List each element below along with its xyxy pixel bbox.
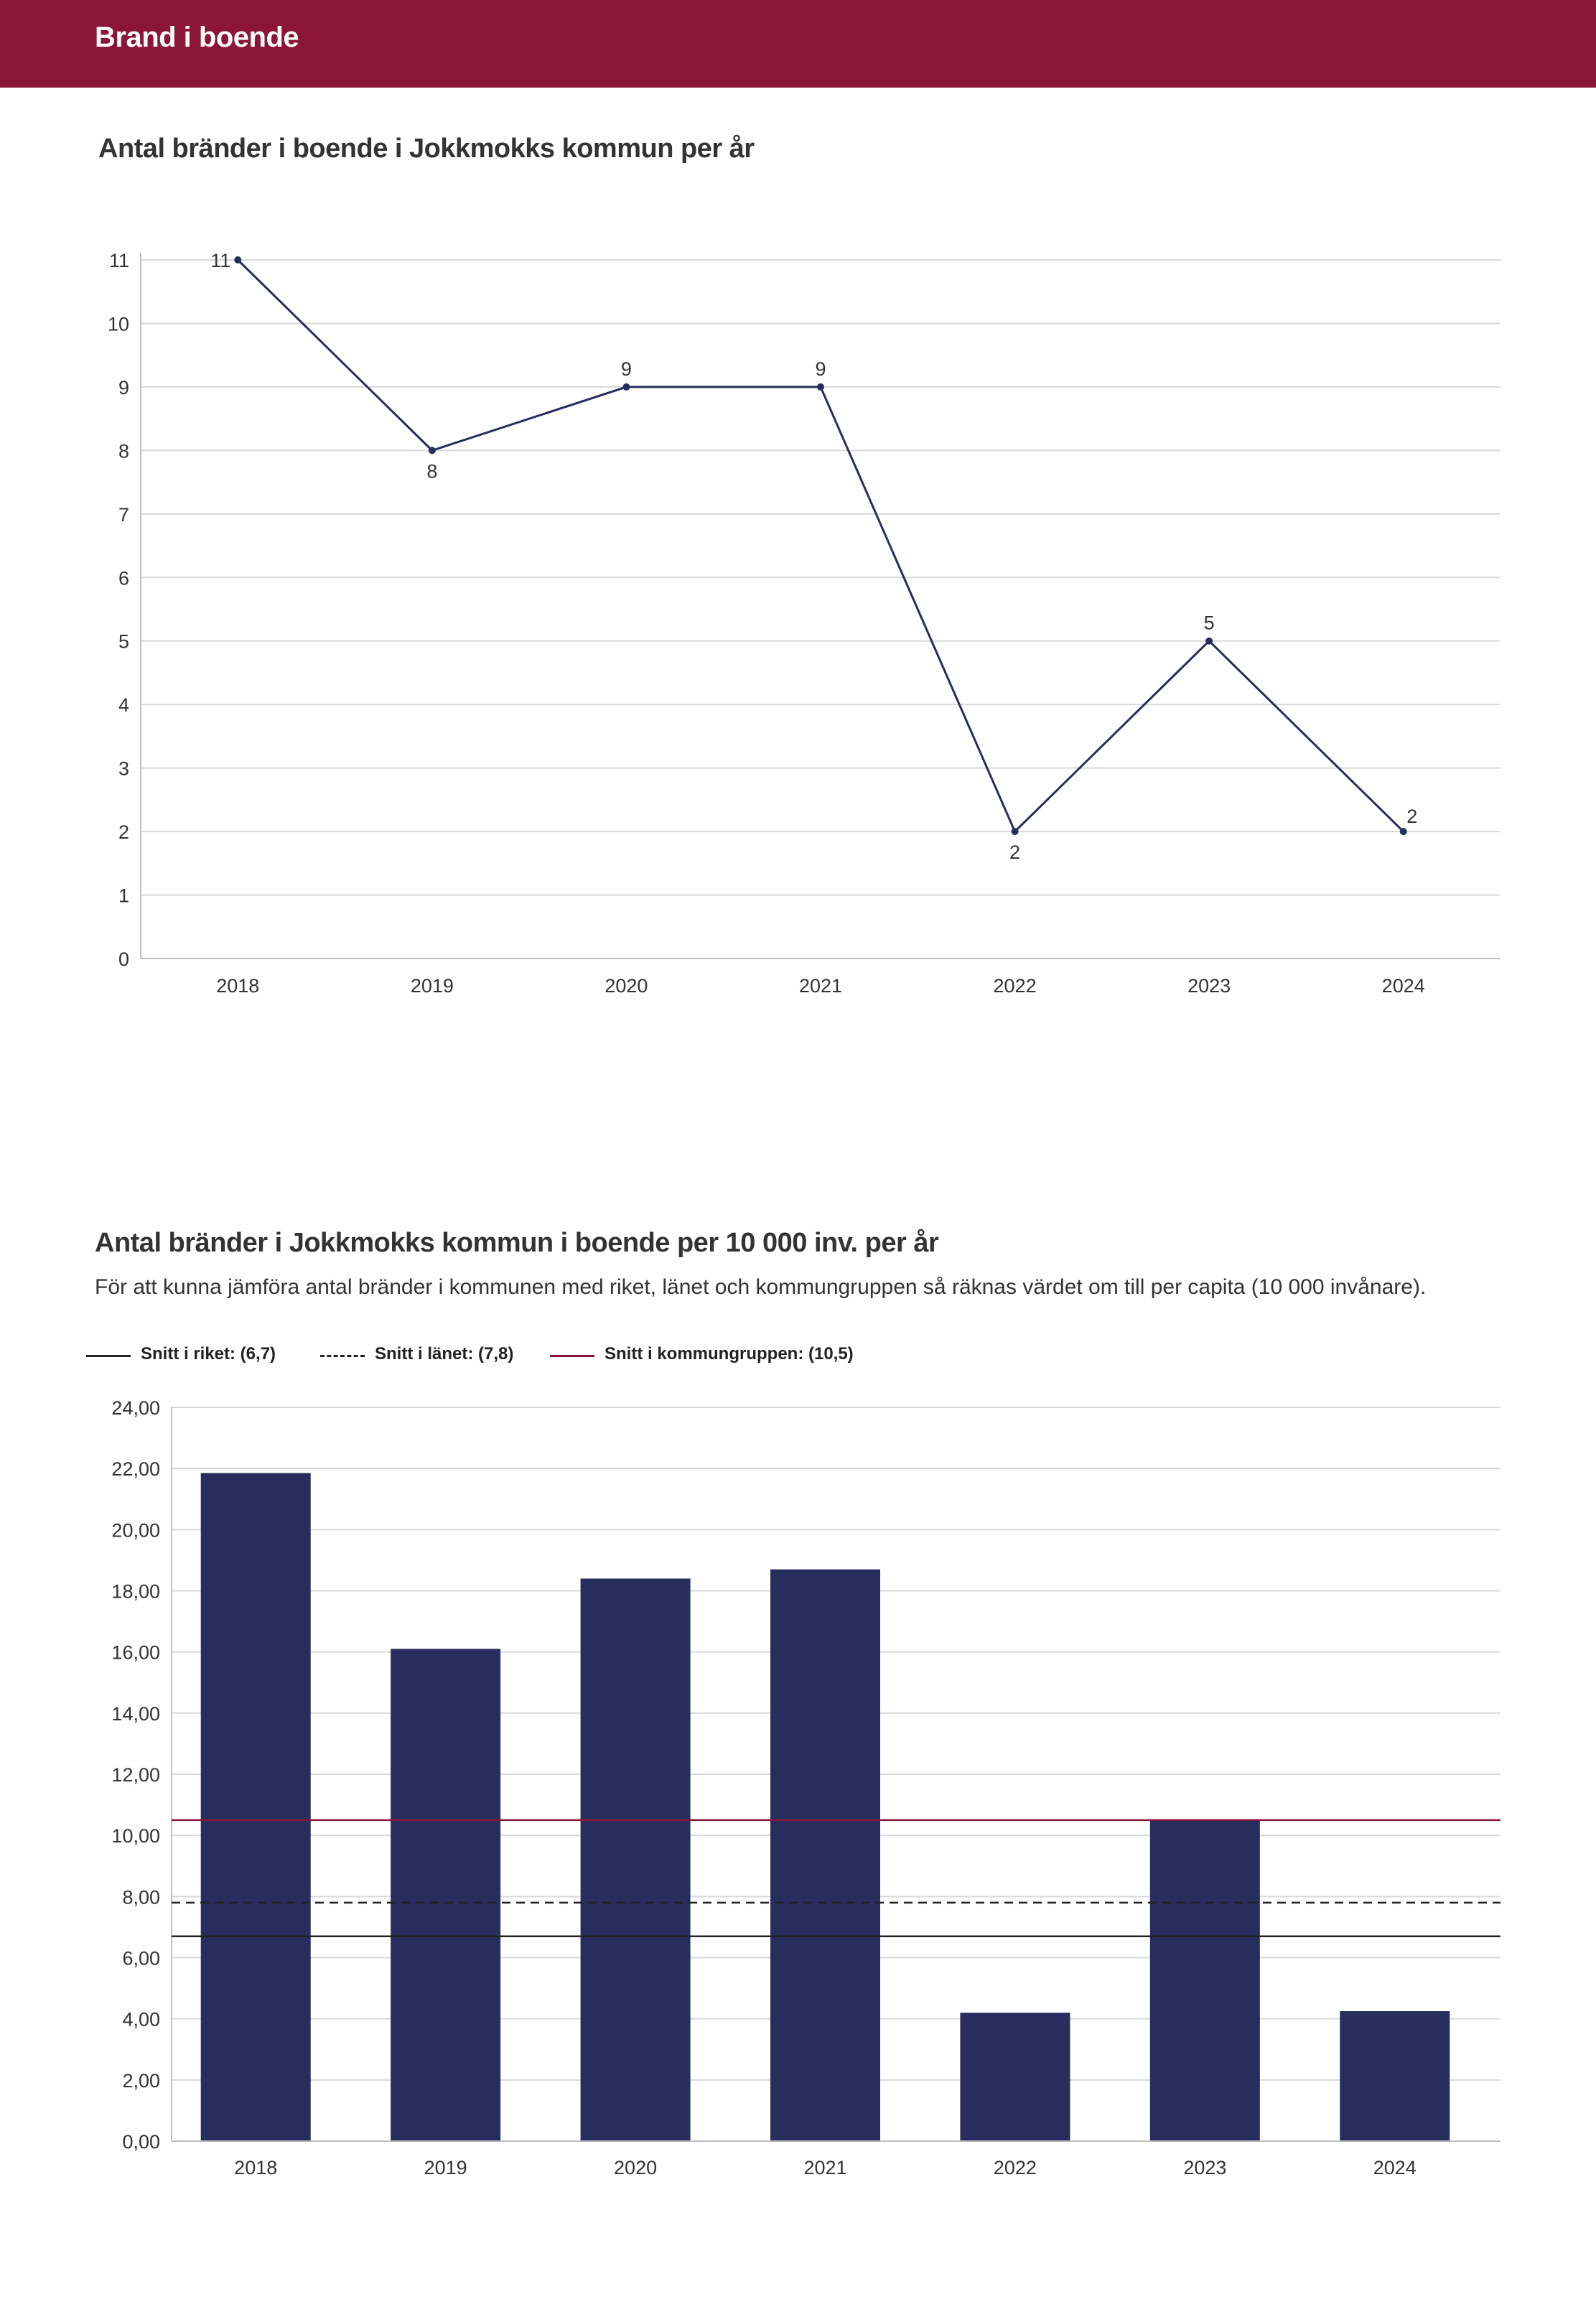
x-tick-label: 2020 (614, 2157, 657, 2178)
y-tick-label: 0,00 (122, 2131, 160, 2153)
y-tick-label: 7 (118, 504, 129, 526)
legend-line-lanet (320, 1355, 365, 1357)
y-tick-label: 24,00 (111, 1397, 160, 1419)
x-tick-label: 2023 (1187, 975, 1231, 997)
y-tick-label: 10,00 (111, 1825, 160, 1847)
x-tick-label: 2022 (994, 2157, 1037, 2178)
data-label: 2 (1406, 806, 1417, 827)
x-tick-label: 2019 (424, 2157, 467, 2178)
data-point (1205, 637, 1213, 645)
legend-label-kommungruppen: Snitt i kommungruppen: (10,5) (605, 1344, 854, 1364)
data-point (234, 256, 242, 264)
bar (1149, 1819, 1260, 2141)
x-tick-label: 2023 (1183, 2157, 1226, 2178)
data-point (817, 383, 824, 391)
line-chart: 0 1 2 3 4 5 6 7 8 9 10 11 2018 2019 2020 2021 2022 2023 20… (108, 250, 1501, 997)
series-line (237, 258, 1404, 834)
bar (770, 1569, 880, 2141)
data-point (1011, 828, 1019, 836)
y-tick-label: 1 (118, 885, 129, 907)
data-label: 11 (210, 250, 230, 271)
data-label: 8 (426, 460, 437, 482)
data-label: 9 (815, 358, 826, 380)
y-tick-label: 4 (118, 694, 129, 716)
y-tick-label: 18,00 (111, 1581, 160, 1603)
y-tick-label: 22,00 (111, 1458, 160, 1480)
y-tick-label: 6 (118, 567, 129, 589)
y-tick-label: 8 (118, 440, 129, 462)
x-tick-label: 2021 (799, 975, 842, 997)
y-tick-label: 20,00 (111, 1519, 160, 1541)
data-point (622, 383, 630, 391)
x-tick-label: 2020 (605, 975, 648, 997)
legend-label-lanet: Snitt i länet: (7,8) (375, 1344, 514, 1364)
chart2-subtitle: För att kunna jämföra antal bränder i ko… (95, 1275, 1427, 1299)
data-label: 9 (621, 358, 632, 380)
bar-chart: 0,00 2,00 4,00 6,00 8,00 10,00 12,00 14,00 16,00… (111, 1397, 1501, 2178)
y-tick-label: 2 (118, 821, 129, 843)
bar (1340, 2011, 1450, 2141)
bar (960, 2013, 1070, 2141)
y-tick-label: 5 (118, 631, 129, 653)
chart1-title: Antal bränder i boende i Jokkmokks kommu… (98, 134, 755, 164)
header-bar: Brand i boende (0, 0, 1596, 88)
x-tick-label: 2021 (803, 2157, 846, 2178)
legend-line-kommungruppen (550, 1355, 594, 1357)
x-tick-label: 2024 (1373, 2157, 1417, 2178)
y-tick-label: 9 (118, 377, 129, 399)
bar (200, 1473, 311, 2141)
bar (391, 1649, 501, 2141)
legend-line-riket (86, 1355, 131, 1357)
x-tick-label: 2019 (411, 975, 454, 997)
bar (580, 1578, 691, 2141)
x-tick-label: 2022 (994, 975, 1037, 997)
y-tick-label: 6,00 (122, 1948, 160, 1970)
y-tick-label: 4,00 (122, 2009, 160, 2031)
y-tick-label: 8,00 (122, 1886, 160, 1908)
legend-label-riket: Snitt i riket: (6,7) (141, 1344, 276, 1364)
y-tick-label: 2,00 (122, 2070, 160, 2092)
data-label: 5 (1204, 612, 1215, 634)
y-tick-label: 11 (109, 250, 129, 271)
header-title: Brand i boende (95, 22, 299, 53)
data-point (1399, 828, 1407, 836)
y-tick-label: 16,00 (111, 1642, 160, 1664)
chart2-title: Antal bränder i Jokkmokks kommun i boend… (95, 1228, 939, 1258)
data-label: 2 (1009, 842, 1020, 863)
data-point (428, 447, 436, 455)
y-tick-label: 3 (118, 758, 129, 780)
y-tick-label: 12,00 (111, 1764, 160, 1786)
y-tick-label: 0 (118, 949, 129, 970)
x-tick-label: 2018 (216, 975, 259, 997)
x-tick-label: 2018 (234, 2157, 277, 2178)
x-tick-label: 2024 (1382, 975, 1425, 997)
y-tick-label: 10 (108, 313, 129, 335)
y-tick-label: 14,00 (111, 1703, 160, 1725)
